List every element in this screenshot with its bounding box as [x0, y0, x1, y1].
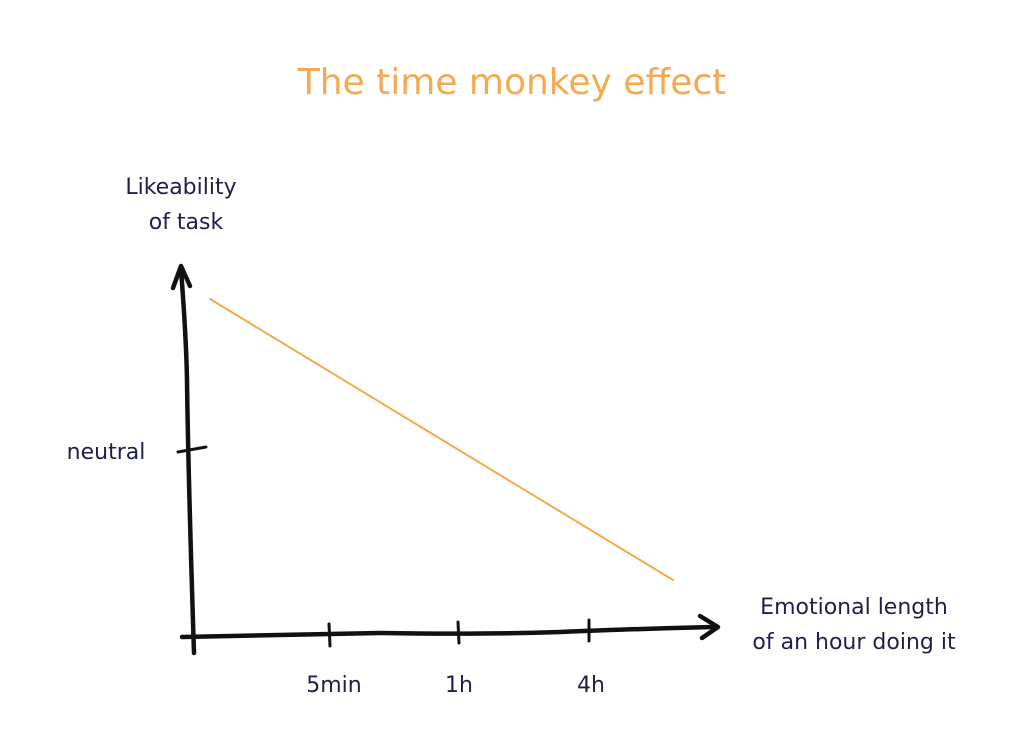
y-tick-label-neutral: neutral [67, 440, 146, 465]
chart-title: The time monkey effect [297, 62, 727, 103]
y-axis-label-line-2: of task [149, 210, 224, 235]
y-axis-line [178, 265, 197, 656]
x-axis-line [179, 624, 719, 640]
x-tick-label-4h: 4h [577, 673, 605, 698]
y-axis-label-line-1: Likeability [125, 175, 236, 200]
x-tick-label-5min: 5min [306, 673, 361, 698]
x-tick-mark-1h [456, 620, 461, 645]
y-axis-arrowhead [170, 263, 193, 291]
series-line [209, 298, 674, 581]
x-axis-label-line-2: of an hour doing it [752, 630, 956, 655]
x-axis-arrowhead [697, 613, 721, 641]
x-tick-label-1h: 1h [445, 673, 473, 698]
y-tick-mark-neutral [176, 445, 208, 454]
x-axis-label-line-1: Emotional length [760, 595, 948, 620]
x-tick-mark-5min [327, 622, 332, 648]
